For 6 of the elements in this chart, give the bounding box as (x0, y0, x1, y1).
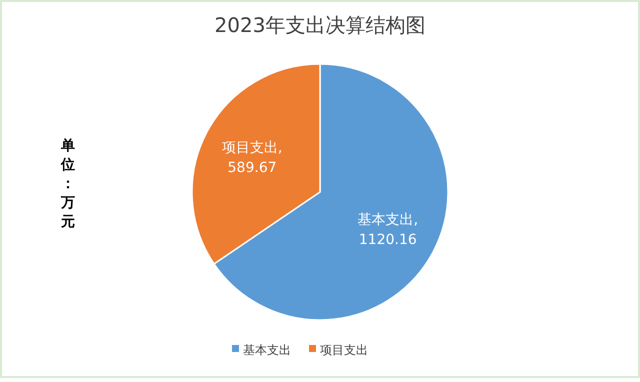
legend-label: 基本支出 (243, 343, 291, 357)
data-label: 项目支出,589.67 (222, 140, 282, 176)
annotation: 单位：万元 (61, 138, 75, 230)
data-label: 基本支出,1120.16 (358, 212, 418, 248)
chart-title: 2023年支出决算结构图 (214, 13, 426, 37)
legend-label: 项目支出 (320, 343, 368, 357)
